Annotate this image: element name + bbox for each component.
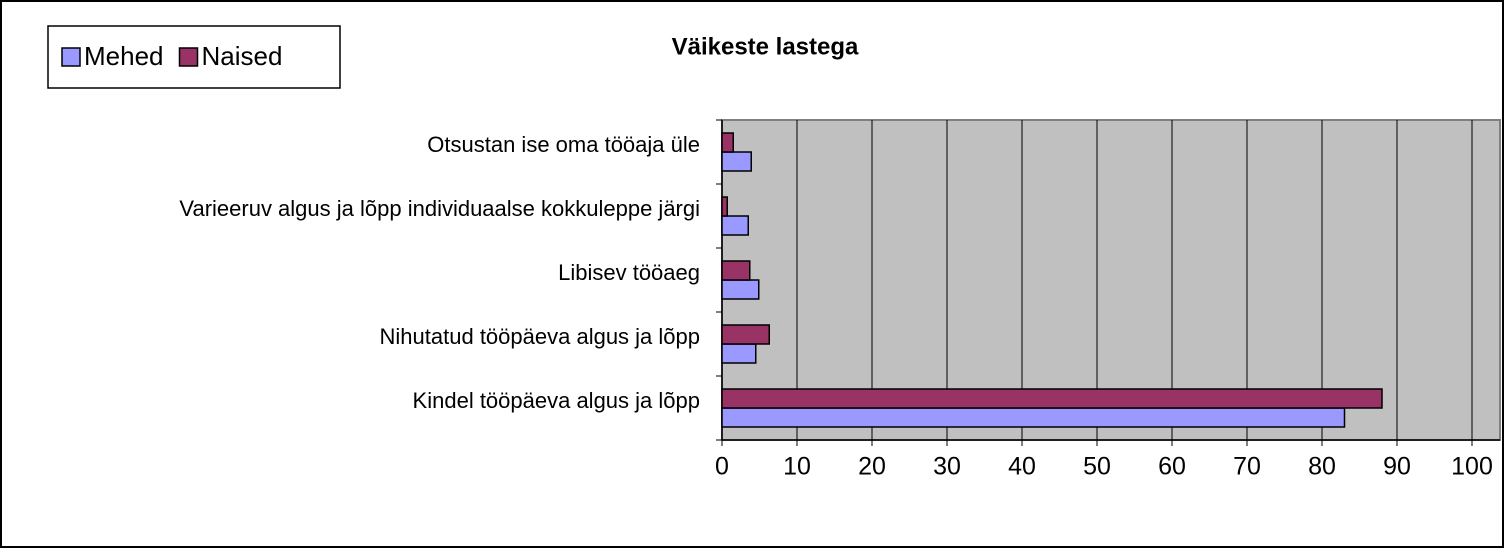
x-tick-label: 60: [1158, 453, 1186, 481]
plot-area: [721, 119, 1501, 441]
x-tick-label: 20: [858, 453, 886, 481]
x-tick-label: 90: [1383, 453, 1411, 481]
bar: [721, 279, 760, 300]
y-tick-label: Varieeruv algus ja lõpp individuaalse ko…: [179, 196, 700, 221]
x-tick-label: 80: [1308, 453, 1336, 481]
bar: [721, 388, 1383, 409]
x-tick-label: 30: [933, 453, 961, 481]
x-tick-label: 10: [783, 453, 811, 481]
bar: [721, 343, 757, 364]
x-tick-label: 0: [715, 453, 729, 481]
y-tick-label: Kindel tööpäeva algus ja lõpp: [413, 388, 700, 413]
legend-swatch: [178, 47, 199, 67]
bar: [721, 407, 1346, 428]
legend-swatch: [61, 47, 81, 67]
bar: [721, 215, 749, 236]
bar: [721, 260, 751, 281]
x-tick-label: 50: [1083, 453, 1111, 481]
bar: [721, 151, 752, 172]
bar: [721, 132, 734, 153]
bar: [721, 324, 770, 345]
x-tick-label: 100: [1451, 453, 1493, 481]
y-tick-label: Nihutatud tööpäeva algus ja lõpp: [380, 324, 700, 349]
y-tick-label: Libisev tööaeg: [558, 260, 700, 285]
y-tick-label: Otsustan ise oma tööaja üle: [427, 132, 700, 157]
x-tick-label: 40: [1008, 453, 1036, 481]
legend-label: Mehed: [84, 41, 164, 71]
chart-title: Väikeste lastega: [672, 33, 859, 60]
legend-label: Naised: [202, 41, 283, 71]
x-tick-label: 70: [1233, 453, 1261, 481]
bar: [721, 196, 728, 217]
